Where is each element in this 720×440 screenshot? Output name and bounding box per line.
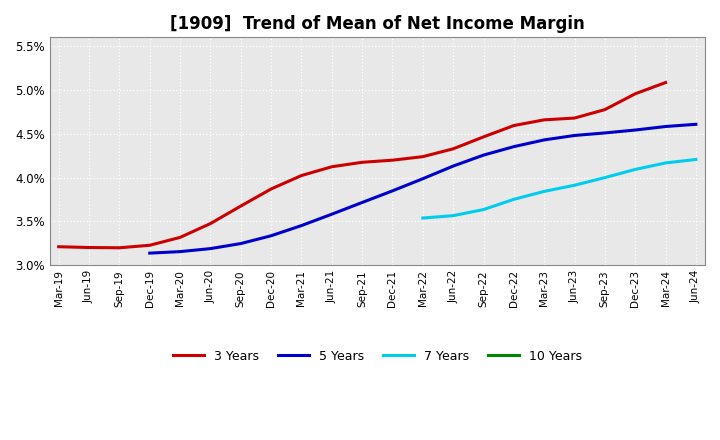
3 Years bbox=[570, 115, 579, 121]
5 Years bbox=[510, 144, 518, 149]
3 Years bbox=[388, 158, 397, 163]
3 Years bbox=[358, 160, 366, 165]
Line: 3 Years: 3 Years bbox=[59, 83, 665, 248]
3 Years bbox=[631, 91, 639, 96]
5 Years bbox=[297, 223, 306, 228]
7 Years bbox=[600, 175, 609, 180]
5 Years bbox=[145, 250, 154, 256]
3 Years bbox=[145, 242, 154, 248]
3 Years bbox=[297, 173, 306, 178]
5 Years bbox=[600, 130, 609, 136]
5 Years bbox=[358, 200, 366, 205]
3 Years bbox=[206, 221, 215, 226]
Title: [1909]  Trend of Mean of Net Income Margin: [1909] Trend of Mean of Net Income Margi… bbox=[170, 15, 585, 33]
3 Years bbox=[418, 154, 427, 159]
5 Years bbox=[480, 153, 488, 158]
5 Years bbox=[570, 133, 579, 138]
7 Years bbox=[510, 197, 518, 202]
5 Years bbox=[236, 241, 245, 246]
5 Years bbox=[449, 163, 457, 169]
5 Years bbox=[176, 249, 184, 254]
5 Years bbox=[388, 188, 397, 194]
5 Years bbox=[661, 124, 670, 129]
7 Years bbox=[540, 189, 549, 194]
Line: 7 Years: 7 Years bbox=[423, 159, 696, 218]
3 Years bbox=[510, 123, 518, 128]
3 Years bbox=[115, 245, 124, 250]
3 Years bbox=[480, 134, 488, 139]
7 Years bbox=[449, 213, 457, 218]
3 Years bbox=[176, 235, 184, 240]
3 Years bbox=[540, 117, 549, 122]
Line: 5 Years: 5 Years bbox=[150, 125, 696, 253]
5 Years bbox=[631, 128, 639, 133]
7 Years bbox=[418, 216, 427, 221]
7 Years bbox=[692, 157, 701, 162]
5 Years bbox=[328, 212, 336, 217]
5 Years bbox=[206, 246, 215, 251]
5 Years bbox=[418, 176, 427, 181]
3 Years bbox=[85, 245, 94, 250]
3 Years bbox=[267, 186, 276, 191]
3 Years bbox=[600, 107, 609, 112]
5 Years bbox=[692, 122, 701, 127]
7 Years bbox=[631, 167, 639, 172]
3 Years bbox=[661, 80, 670, 85]
7 Years bbox=[480, 207, 488, 212]
7 Years bbox=[570, 183, 579, 188]
3 Years bbox=[236, 203, 245, 209]
5 Years bbox=[540, 137, 549, 143]
3 Years bbox=[328, 164, 336, 169]
3 Years bbox=[55, 244, 63, 249]
5 Years bbox=[267, 233, 276, 238]
Legend: 3 Years, 5 Years, 7 Years, 10 Years: 3 Years, 5 Years, 7 Years, 10 Years bbox=[168, 345, 587, 367]
7 Years bbox=[661, 160, 670, 165]
3 Years bbox=[449, 146, 457, 151]
